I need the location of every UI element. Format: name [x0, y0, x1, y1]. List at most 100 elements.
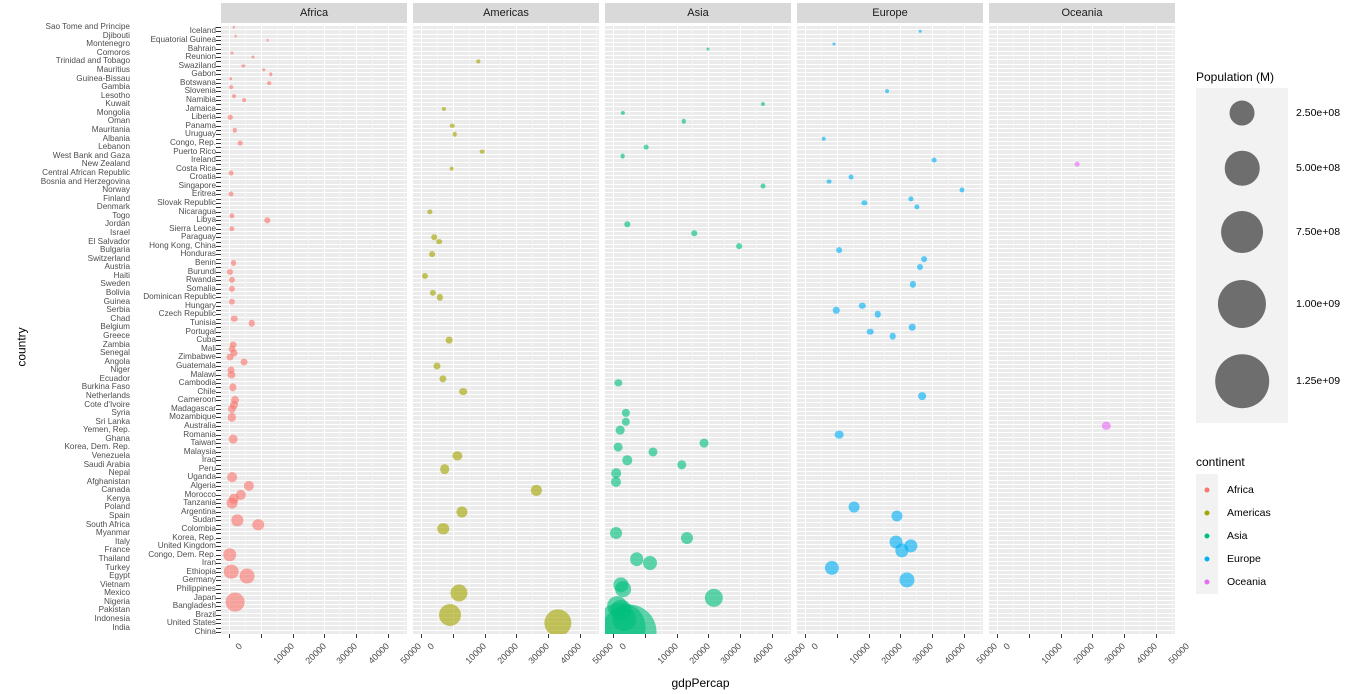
colour-legend-key-africa[interactable]	[1204, 487, 1210, 493]
gridline-h	[221, 59, 407, 60]
gridline-h	[605, 197, 791, 198]
gridline-h	[797, 360, 983, 361]
gridline-h	[413, 522, 599, 523]
gridline-h	[221, 171, 407, 172]
y-tick-mark	[216, 53, 221, 54]
gridline-v-minor	[469, 25, 470, 634]
y-tick-mark	[216, 96, 221, 97]
gridline-h	[989, 317, 1175, 318]
x-axis-title: gdpPercap	[671, 676, 730, 690]
y-tick-mark	[216, 465, 221, 466]
x-tick-label: 0	[233, 641, 245, 652]
gridline-h	[221, 167, 407, 168]
data-point	[611, 476, 622, 487]
gridline-h	[605, 102, 791, 103]
y-tick-label: Mali	[200, 343, 216, 353]
data-point	[231, 315, 238, 323]
gridline-h	[413, 613, 599, 614]
gridline-h	[413, 471, 599, 472]
gridline-h	[989, 364, 1175, 365]
gridline-h	[797, 59, 983, 60]
y-tick-mark	[216, 568, 221, 569]
y-tick-mark	[216, 91, 221, 92]
gridline-h	[605, 167, 791, 168]
gridline-h	[413, 102, 599, 103]
gridline-h	[605, 574, 791, 575]
gridline-h	[221, 480, 407, 481]
data-point	[431, 234, 437, 241]
gridline-h	[605, 557, 791, 558]
y-axis-title: country	[14, 327, 29, 367]
gridline-h	[797, 368, 983, 369]
y-tick-mark	[216, 383, 221, 384]
gridline-h	[797, 265, 983, 266]
gridline-h	[605, 458, 791, 459]
gridline-h	[221, 518, 407, 519]
y-tick-mark	[216, 585, 221, 586]
colour-legend-key-oceania[interactable]	[1204, 579, 1210, 585]
y-tick-mark	[216, 538, 221, 539]
y-tick-label: Costa Rica	[175, 163, 216, 173]
gridline-h	[413, 368, 599, 369]
gridline-h	[797, 557, 983, 558]
gridline-h	[221, 488, 407, 489]
y-tick-mark	[216, 452, 221, 453]
gridline-h	[605, 364, 791, 365]
gridline-h	[989, 257, 1175, 258]
gridline-h	[605, 42, 791, 43]
y-tick-mark	[216, 512, 221, 513]
gridline-h	[797, 287, 983, 288]
y-tick-label: Ecuador	[99, 373, 131, 383]
gridline-h	[797, 587, 983, 588]
data-point	[442, 106, 447, 111]
colour-legend-key-asia[interactable]	[1204, 533, 1210, 539]
gridline-h	[989, 282, 1175, 283]
gridline-h	[413, 34, 599, 35]
gridline-h	[989, 372, 1175, 373]
x-tick-mark	[421, 634, 422, 638]
data-point	[918, 392, 926, 400]
gridline-h	[989, 304, 1175, 305]
gridline-h	[989, 347, 1175, 348]
gridline-h	[989, 64, 1175, 65]
gridline-h	[797, 46, 983, 47]
colour-legend-title: continent	[1196, 455, 1245, 469]
gridline-h	[413, 394, 599, 395]
gridline-h	[797, 299, 983, 300]
gridline-h	[221, 355, 407, 356]
gridline-h	[797, 106, 983, 107]
gridline-h	[797, 94, 983, 95]
gridline-h	[989, 145, 1175, 146]
gridline-h	[797, 355, 983, 356]
gridline-h	[221, 407, 407, 408]
data-point	[267, 81, 271, 85]
gridline-h	[221, 197, 407, 198]
y-tick-label: United Kingdom	[157, 540, 216, 550]
colour-legend-key-europe[interactable]	[1204, 556, 1210, 562]
gridline-h	[797, 591, 983, 592]
y-tick-mark	[216, 134, 221, 135]
gridline-h	[413, 608, 599, 609]
y-tick-mark	[216, 490, 221, 491]
colour-legend-key-americas[interactable]	[1204, 510, 1210, 516]
y-tick-label: Ghana	[105, 433, 130, 443]
y-tick-label: United States	[166, 618, 216, 628]
gridline-h	[605, 72, 791, 73]
y-tick-mark	[216, 593, 221, 594]
x-tick-label: 20000	[302, 641, 328, 666]
gridline-h	[797, 167, 983, 168]
gridline-h	[989, 124, 1175, 125]
gridline-h	[797, 25, 983, 26]
y-tick-label: Slovak Republic	[157, 197, 216, 207]
gridline-h	[989, 205, 1175, 206]
x-tick-label: 40000	[1134, 641, 1160, 666]
gridline-h	[413, 68, 599, 69]
gridline-h	[221, 124, 407, 125]
panel-europe	[797, 25, 983, 634]
gridline-h	[221, 304, 407, 305]
data-point	[621, 417, 630, 426]
y-tick-label: Sweden	[100, 279, 130, 289]
y-tick-mark	[216, 362, 221, 363]
data-point	[826, 179, 832, 184]
gridline-h	[989, 68, 1175, 69]
